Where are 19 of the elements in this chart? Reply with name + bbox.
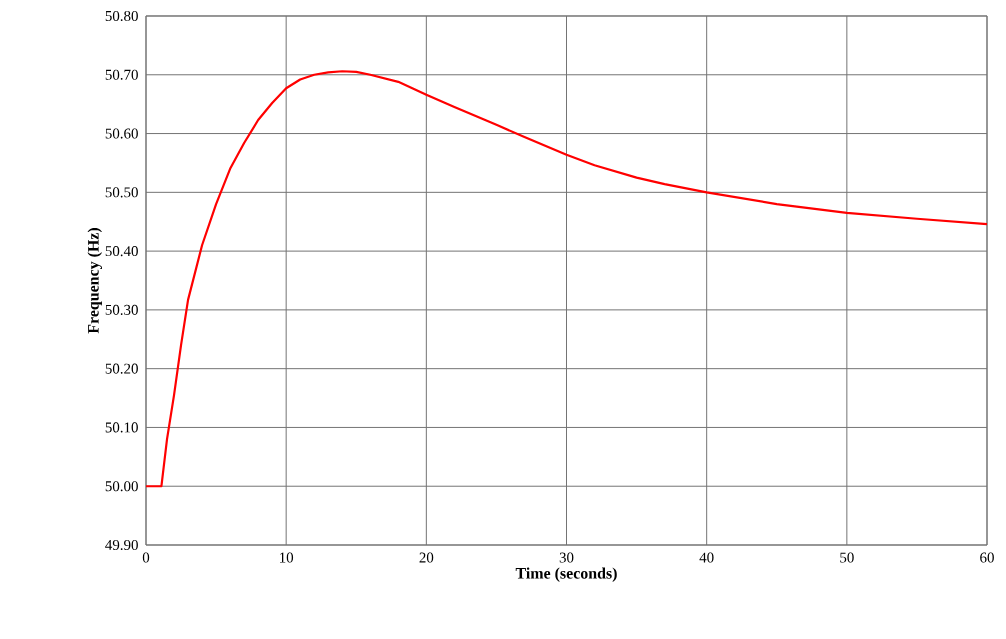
y-tick-label: 50.20 bbox=[105, 363, 138, 374]
x-tick-label: 40 bbox=[699, 552, 714, 563]
y-tick-label: 50.70 bbox=[105, 69, 138, 80]
y-tick-label: 50.50 bbox=[105, 187, 138, 198]
y-tick-label: 50.40 bbox=[105, 246, 138, 257]
x-tick-label: 20 bbox=[419, 552, 434, 563]
x-tick-label: 10 bbox=[280, 552, 294, 563]
x-tick-label: 50 bbox=[840, 552, 854, 563]
y-tick-label: 49.90 bbox=[105, 539, 138, 551]
x-tick-label: 30 bbox=[559, 552, 574, 563]
y-tick-label: 50.60 bbox=[105, 128, 138, 139]
y-tick-label: 50.10 bbox=[105, 422, 138, 433]
y-tick-label: 50.30 bbox=[105, 304, 138, 315]
y-axis-title: Frequency (Hz) bbox=[87, 228, 103, 334]
y-tick-label: 50.80 bbox=[105, 10, 138, 22]
x-tick-label: 0 bbox=[142, 552, 150, 563]
x-tick-label: 60 bbox=[980, 552, 994, 563]
x-axis-title: Time (seconds) bbox=[515, 567, 617, 582]
y-tick-label: 50.00 bbox=[105, 481, 138, 492]
